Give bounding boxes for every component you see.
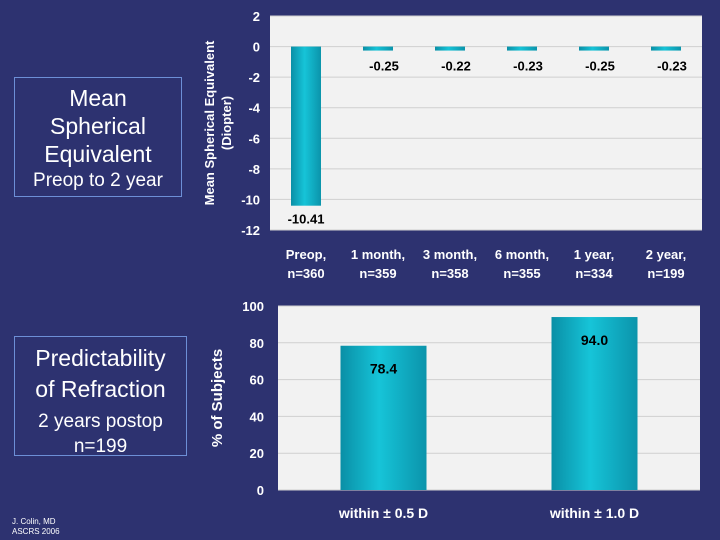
chart1-y-tick-label: 0	[253, 40, 260, 55]
chart2-value-label: 94.0	[581, 332, 608, 348]
chart1-value-label: -0.25	[585, 59, 615, 74]
chart2-category-label: within ± 1.0 D	[549, 505, 639, 521]
chart1-y-tick-label: 2	[253, 9, 260, 24]
box1-title-line-2: Spherical	[50, 113, 146, 139]
chart1-bar	[363, 46, 393, 51]
chart1-y-axis-label-line: Mean Spherical Equivalent	[202, 40, 217, 205]
chart1-value-label: -0.25	[369, 59, 399, 74]
box2-title-line-2: of Refraction	[35, 376, 166, 402]
chart2-value-label: 78.4	[370, 361, 397, 377]
chart1-y-tick-label: -4	[248, 101, 260, 116]
chart1-y-axis-label: Mean Spherical Equivalent (Diopter)	[202, 40, 234, 205]
chart2-y-axis-label: % of Subjects	[209, 349, 226, 447]
predictability-of-refraction-label-box: Predictability of Refraction 2 years pos…	[14, 336, 187, 459]
box1-subtitle: Preop to 2 year	[33, 170, 163, 191]
chart2-y-tick-label: 100	[242, 299, 264, 314]
mean-spherical-equivalent-label-box: Mean Spherical Equivalent Preop to 2 yea…	[14, 77, 182, 197]
chart1-bar	[291, 46, 321, 206]
box2-subtitle: 2 years postop n=199	[15, 409, 186, 459]
credit-line-1: J. Colin, MD	[12, 517, 56, 526]
chart1-bar	[507, 46, 537, 51]
chart1-value-label: -10.41	[288, 212, 325, 227]
chart1-category-label: 2 year,	[646, 247, 687, 262]
chart1-category-count: n=199	[647, 266, 684, 281]
chart1-y-tick-label: -12	[241, 223, 260, 238]
chart1-bar	[579, 46, 609, 51]
credit-line-2: ASCRS 2006	[12, 527, 60, 536]
chart1-value-label: -0.22	[441, 59, 471, 74]
chart2-y-tick-label: 0	[257, 483, 264, 498]
chart1-y-axis-label-line: (Diopter)	[219, 96, 234, 150]
chart2-y-tick-label: 80	[250, 336, 264, 351]
chart1-category-count: n=355	[503, 266, 540, 281]
mean-spherical-equivalent-chart: 2 0 -2 -4 -6 -8 -10 -12 Mean Spherical Equivalen…	[202, 9, 702, 281]
chart1-category-count: n=360	[287, 266, 324, 281]
chart2-y-tick-label: 60	[250, 373, 264, 388]
box2-subtitle-line-1: 2 years postop	[38, 411, 163, 432]
author-credit: J. Colin, MD ASCRS 2006	[12, 517, 60, 537]
chart1-category-count: n=358	[431, 266, 468, 281]
chart2-bar	[340, 345, 427, 490]
chart1-category-label: 1 month,	[351, 247, 405, 262]
box2-subtitle-line-2: n=199	[73, 436, 128, 457]
chart1-category-count: n=359	[359, 266, 396, 281]
chart1-plot-area	[270, 16, 702, 230]
box1-title-line-1: Mean	[69, 85, 127, 111]
chart2-category-label: within ± 0.5 D	[338, 505, 428, 521]
chart1-value-label: -0.23	[657, 59, 687, 74]
chart1-value-label: -0.23	[513, 59, 543, 74]
chart1-category-label: Preop,	[286, 247, 326, 262]
box2-title-line-1: Predictability	[35, 345, 166, 371]
chart1-y-tick-label: -2	[248, 70, 260, 85]
chart1-category-label: 6 month,	[495, 247, 549, 262]
chart1-y-tick-label: -10	[241, 192, 260, 207]
chart2-y-tick-label: 40	[250, 409, 264, 424]
chart1-bar	[651, 46, 681, 51]
chart1-bar	[435, 46, 465, 51]
chart1-category-label: 1 year,	[574, 247, 615, 262]
chart1-y-tick-label: -8	[248, 162, 260, 177]
box1-title-line-3: Equivalent	[44, 141, 152, 167]
chart2-y-tick-label: 20	[250, 446, 264, 461]
chart1-category-label: 3 month,	[423, 247, 477, 262]
box2-title: Predictability of Refraction	[15, 337, 186, 405]
chart1-category-count: n=334	[575, 266, 613, 281]
chart2-bar	[551, 317, 638, 490]
box1-title: Mean Spherical Equivalent	[15, 78, 181, 168]
chart1-y-tick-label: -6	[248, 131, 260, 146]
predictability-chart: 100 80 60 40 20 0 % of Subjects 78.4 within ± 0.…	[209, 299, 700, 521]
